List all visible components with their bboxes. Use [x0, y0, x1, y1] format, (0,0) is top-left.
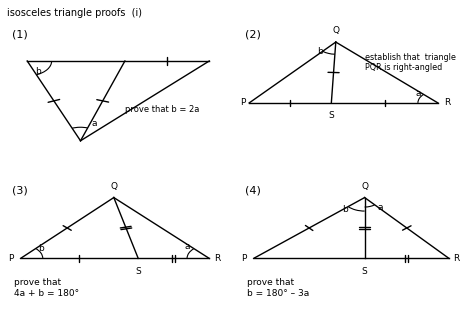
Text: isosceles triangle proofs  (i): isosceles triangle proofs (i) — [7, 8, 142, 18]
Text: b: b — [36, 67, 41, 76]
Text: R: R — [214, 254, 220, 263]
Text: establish that  triangle
PQR is right-angled: establish that triangle PQR is right-ang… — [365, 53, 456, 72]
Text: a: a — [377, 203, 383, 212]
Text: S: S — [328, 111, 334, 120]
Text: a: a — [91, 119, 97, 128]
Text: (2): (2) — [245, 30, 261, 40]
Text: a: a — [184, 242, 190, 251]
Text: S: S — [136, 266, 141, 276]
Text: (3): (3) — [12, 185, 27, 195]
Text: P: P — [240, 99, 246, 108]
Text: a: a — [415, 89, 420, 98]
Text: Q: Q — [110, 182, 117, 191]
Text: Q: Q — [361, 182, 368, 191]
Text: b: b — [342, 205, 347, 214]
Text: R: R — [454, 254, 460, 263]
Text: prove that
b = 180° – 3a: prove that b = 180° – 3a — [247, 278, 309, 297]
Text: S: S — [362, 266, 367, 276]
Text: P: P — [242, 254, 247, 263]
Text: prove that
4a + b = 180°: prove that 4a + b = 180° — [14, 278, 79, 297]
Text: P: P — [9, 254, 14, 263]
Text: (1): (1) — [12, 30, 27, 40]
Text: Q: Q — [332, 26, 339, 35]
Text: prove that b = 2a: prove that b = 2a — [125, 105, 199, 114]
Text: b: b — [318, 47, 323, 56]
Text: R: R — [445, 99, 451, 108]
Text: (4): (4) — [245, 185, 261, 195]
Text: b: b — [37, 245, 44, 254]
